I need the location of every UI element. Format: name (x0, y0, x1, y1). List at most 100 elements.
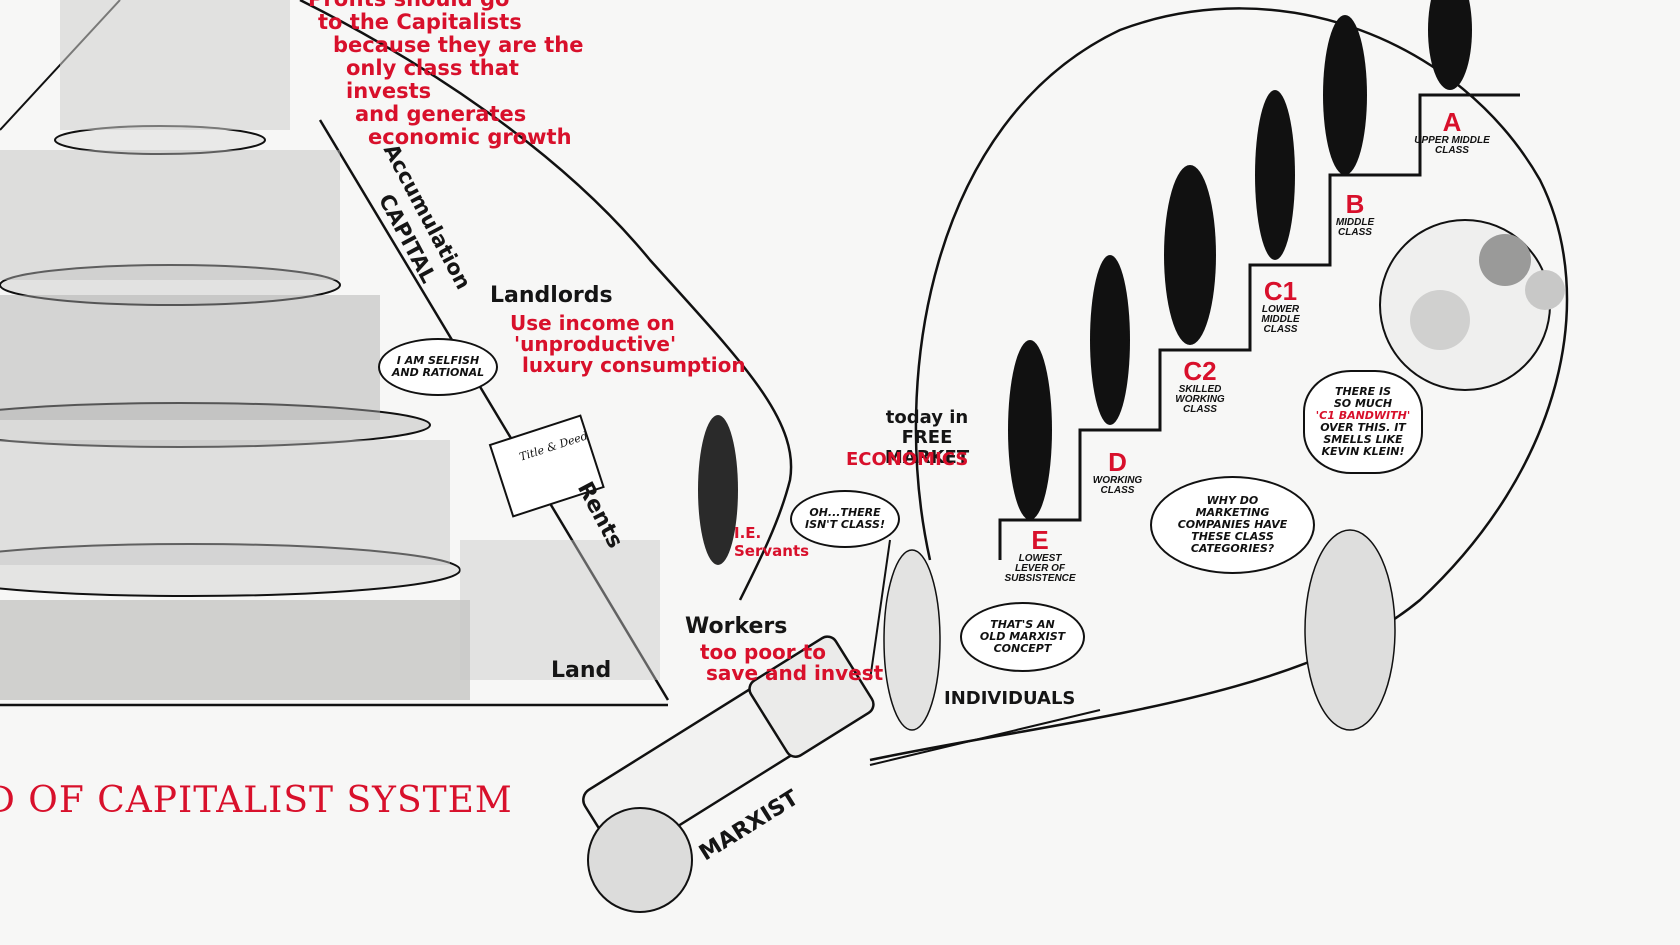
soldiers-scene (0, 295, 380, 420)
grade-c2: C2 SKILLED WORKING CLASS (1160, 357, 1240, 415)
deed-document (488, 414, 605, 518)
telescope-beam-top (869, 539, 891, 681)
marx-portrait (587, 807, 693, 913)
workers-note-line: save and invest (706, 661, 884, 685)
landlords-label: Landlords (490, 283, 613, 308)
landlords-note: Use income on 'unproductive' luxury cons… (510, 313, 746, 376)
no-class-speech-bubble: OH...THERE ISN'T CLASS! (790, 490, 900, 548)
marketing-bubble-line: WHY DO (1206, 494, 1259, 507)
profits-note-line: to the Capitalists (318, 10, 522, 34)
grade-b: B MIDDLE CLASS (1315, 190, 1395, 238)
grade-desc-line: CLASS (1100, 485, 1135, 496)
profits-note-line: economic growth (368, 125, 572, 149)
grade-e: E LOWEST LEVER OF SUBSISTENCE (995, 526, 1085, 584)
profits-note-line: Profits should go (308, 0, 608, 11)
grade-desc-line: LEVER OF (1014, 563, 1065, 574)
grade-c1: C1 LOWER MIDDLE CLASS (1243, 277, 1318, 335)
workers-note: too poor to save and invest (700, 642, 883, 684)
land-label: Land (551, 658, 612, 683)
right-balloon (869, 7, 1569, 762)
silhouette-b (1323, 15, 1367, 175)
presenter-figure (1304, 529, 1396, 731)
grade-desc-line: MIDDLE (1335, 217, 1375, 228)
marketing-bubble-line: MARKETING (1195, 506, 1270, 519)
system-title: D OF CAPITALIST SYSTEM (0, 780, 513, 821)
silhouette-e (1008, 340, 1052, 520)
landlords-note-line: 'unproductive' (514, 332, 677, 356)
no-class-line: ISN'T CLASS! (805, 518, 885, 531)
grade-desc-line: SUBSISTENCE (1004, 573, 1076, 584)
staircase (998, 93, 1520, 560)
marketing-bubble-line: CATEGORIES? (1190, 542, 1275, 555)
servants-line: I.E. (734, 524, 762, 542)
grade-letter: E (1031, 525, 1049, 555)
no-class-line: OH...THERE (809, 506, 881, 519)
tier-top (54, 125, 266, 155)
workers-label: Workers (685, 614, 788, 639)
profits-note-line: only class that invests (346, 56, 519, 103)
feast-scene (0, 440, 450, 565)
grade-desc-line: UPPER MIDDLE (1414, 135, 1490, 146)
farm-scene (460, 540, 660, 680)
pyramid-right-edge (318, 119, 670, 701)
servants-line: Servants (734, 542, 810, 560)
economics-label: ECONOMICS (846, 449, 969, 470)
tier-feast (0, 543, 461, 597)
selfish-bubble-line: I AM SELFISH (396, 354, 480, 367)
landlords-note-line: luxury consumption (522, 353, 746, 377)
telescope-beam-bottom (869, 709, 1101, 766)
profits-note-line: because they are the (333, 33, 584, 57)
c1-bubble-line: KEVIN KLEIN! (1321, 445, 1405, 458)
grade-letter: D (1108, 447, 1127, 477)
grade-desc-line: LOWEST (1018, 553, 1062, 564)
grade-letter: C2 (1183, 356, 1217, 386)
tier-military (0, 402, 431, 448)
workers-note-line: too poor to (700, 640, 826, 664)
grade-d: D WORKING CLASS (1080, 448, 1155, 496)
grade-a: A UPPER MIDDLE CLASS (1402, 108, 1502, 156)
royals-scene (60, 0, 290, 130)
c1-bubble-line: OVER THIS. IT (1320, 421, 1406, 434)
grade-desc-line: WORKING (1092, 475, 1143, 486)
silhouette-c2 (1164, 165, 1216, 345)
woman-figure (883, 549, 941, 731)
today-label: today in FREE MARKET (862, 408, 992, 468)
grade-desc-line: LOWER (1261, 304, 1300, 315)
tier-clergy (0, 264, 341, 306)
grade-desc-line: MIDDLE (1261, 314, 1300, 325)
grade-letter: C1 (1263, 276, 1298, 306)
grade-desc-line: CLASS (1263, 324, 1298, 335)
old-concept-line: OLD MARXIST (979, 630, 1066, 643)
c1-bubble-line: SO MUCH (1333, 397, 1393, 410)
marketing-bubble-line: THESE CLASS (1191, 530, 1274, 543)
c1-bandwidth-speech-bubble: THERE IS SO MUCH 'C1 BANDWITH' OVER THIS… (1303, 370, 1423, 474)
individuals-label: INDIVIDUALS (944, 688, 1076, 709)
grade-desc-line: CLASS (1435, 145, 1469, 156)
left-outline (299, 0, 793, 601)
c1-bubble-line: THERE IS (1334, 385, 1392, 398)
old-concept-speech-bubble: THAT'S AN OLD MARXIST CONCEPT (960, 602, 1085, 672)
telescope (582, 635, 875, 859)
clergy-scene (0, 150, 340, 280)
marketing-speech-bubble: WHY DO MARKETING COMPANIES HAVE THESE CL… (1150, 476, 1315, 574)
today-line: FREE MARKET (884, 427, 970, 468)
grade-letter: A (1442, 107, 1462, 137)
landlords-note-line: Use income on (510, 311, 675, 335)
c1-bubble-line: SMELLS LIKE (1323, 433, 1403, 446)
grade-letter: B (1345, 189, 1365, 219)
workers-scene (0, 600, 470, 700)
silhouette-d (1090, 255, 1130, 425)
servant-figure (698, 415, 738, 565)
c1-bubble-line: 'C1 BANDWITH' (1315, 409, 1411, 422)
silhouette-c1 (1255, 90, 1295, 260)
today-line: today in (885, 407, 969, 428)
old-concept-line: CONCEPT (993, 642, 1052, 655)
silhouette-a (1428, 0, 1472, 90)
selfish-bubble-line: AND RATIONAL (391, 366, 485, 379)
grade-desc-line: CLASS (1183, 404, 1217, 415)
selfish-speech-bubble: I AM SELFISH AND RATIONAL (378, 338, 498, 396)
grade-desc-line: WORKING (1175, 394, 1225, 405)
profits-note: Profits should go to the Capitalists bec… (308, 0, 608, 149)
servants-label: I.E. Servants (734, 524, 809, 560)
